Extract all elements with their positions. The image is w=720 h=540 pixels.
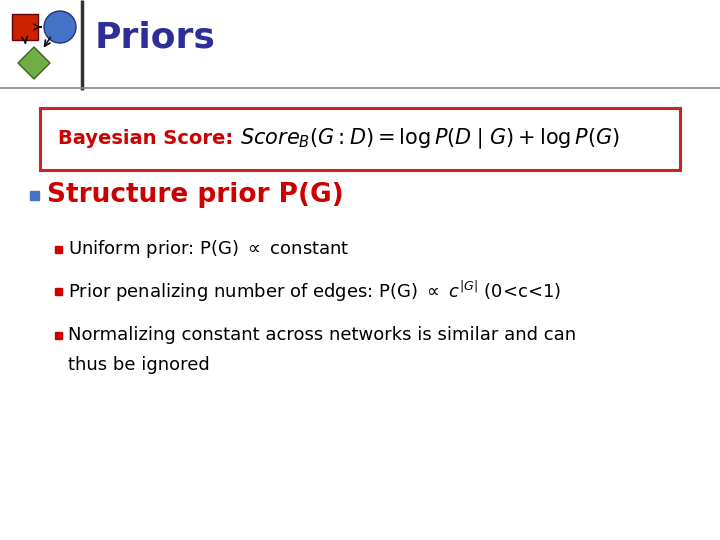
Bar <box>55 288 62 295</box>
Text: Normalizing constant across networks is similar and can: Normalizing constant across networks is … <box>68 326 576 344</box>
Text: Prior penalizing number of edges: P(G) $\propto$ $c^{|G|}$ (0<c<1): Prior penalizing number of edges: P(G) $… <box>68 279 562 303</box>
Text: Priors: Priors <box>95 21 216 55</box>
Text: thus be ignored: thus be ignored <box>68 356 210 374</box>
Circle shape <box>44 11 76 43</box>
Text: $\mathit{Score}_B(G:D) = \log P(D\mid G) + \log P(G)$: $\mathit{Score}_B(G:D) = \log P(D\mid G)… <box>240 127 620 151</box>
Text: Structure prior P(G): Structure prior P(G) <box>47 182 343 208</box>
Bar <box>12 14 38 40</box>
Bar <box>55 246 62 253</box>
Text: Bayesian Score:: Bayesian Score: <box>58 130 233 148</box>
FancyBboxPatch shape <box>40 108 680 170</box>
Text: Uniform prior: P(G) $\propto$ constant: Uniform prior: P(G) $\propto$ constant <box>68 238 350 260</box>
Polygon shape <box>18 47 50 79</box>
Bar <box>30 191 39 200</box>
Bar <box>55 332 62 339</box>
